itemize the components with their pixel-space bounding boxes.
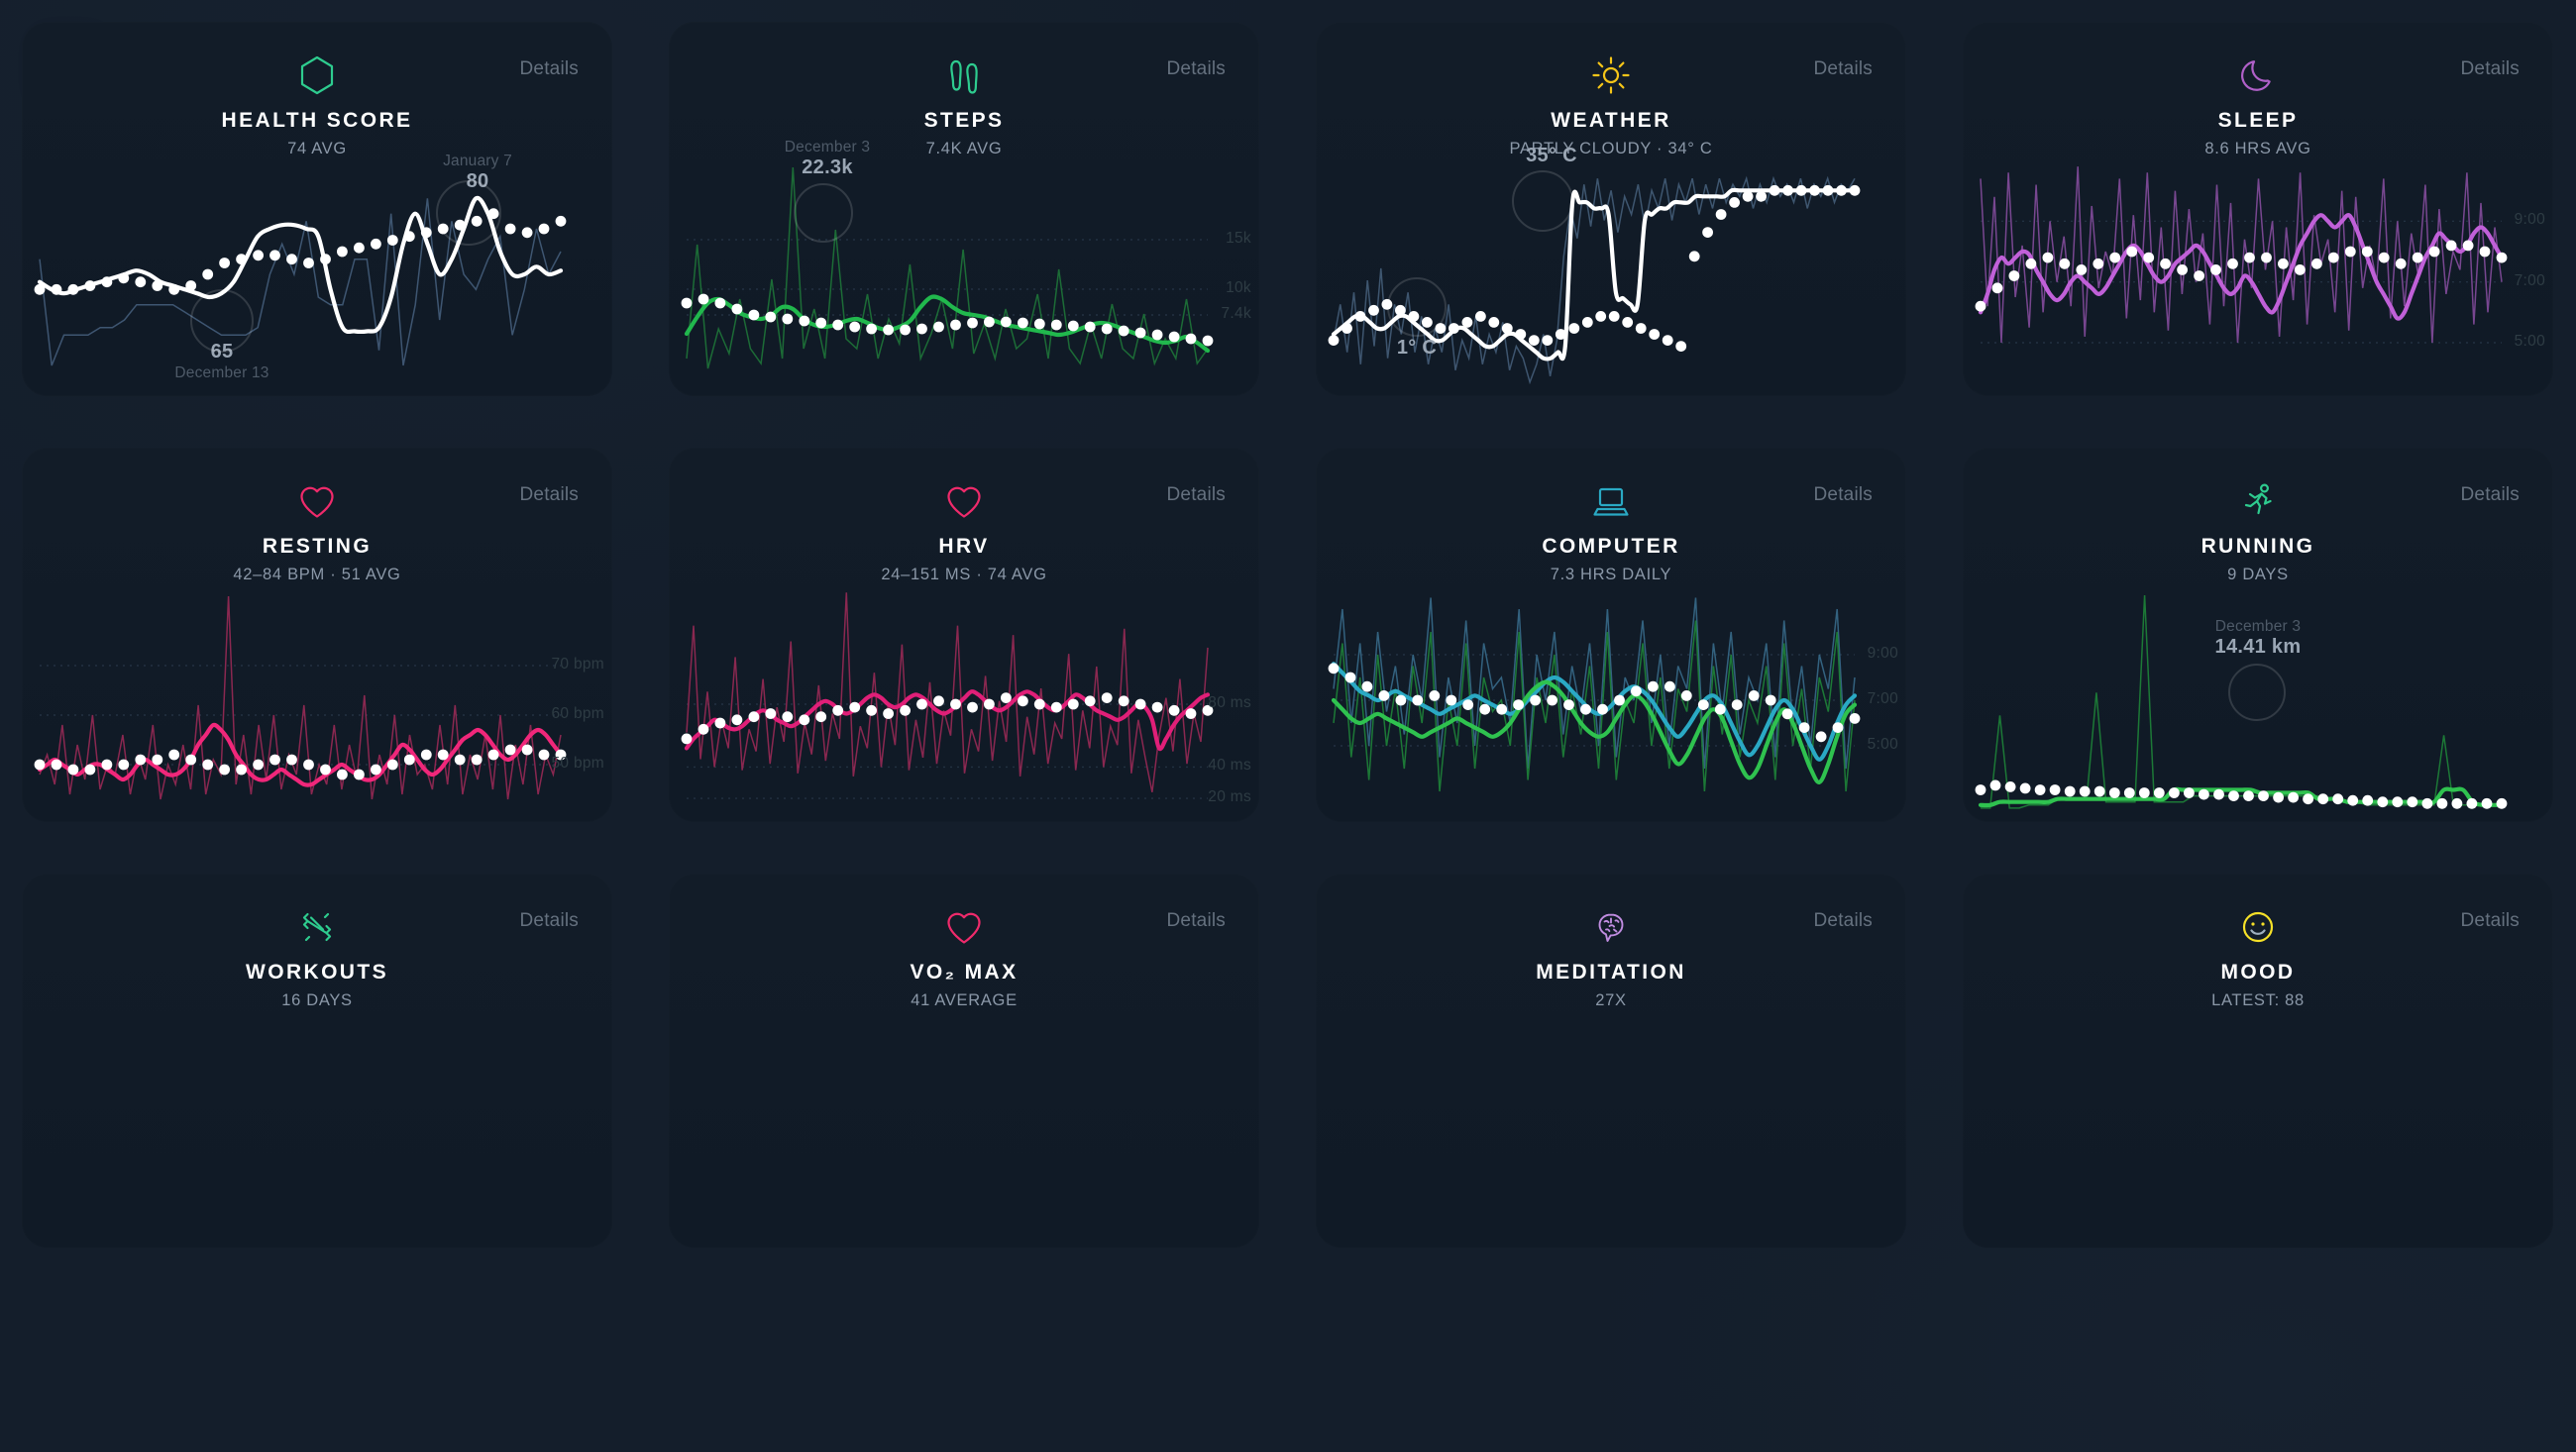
card-subtitle: 42–84 BPM · 51 AVG <box>233 566 401 583</box>
details-button-vo2-max[interactable]: Details <box>1166 910 1226 931</box>
details-button-meditation[interactable]: Details <box>1813 910 1873 931</box>
card-header-running: RUNNING 9 DAYS <box>1963 448 2553 584</box>
card-subtitle: 27X <box>1595 991 1627 1009</box>
sun-icon <box>1316 50 1906 101</box>
heart-icon <box>669 901 1259 953</box>
card-title: STEPS <box>923 109 1005 132</box>
chart-steps <box>669 22 1259 396</box>
card-subtitle: LATEST: 88 <box>2211 991 2305 1009</box>
card-title: HRV <box>938 535 990 558</box>
details-button-resting[interactable]: Details <box>519 484 579 505</box>
runner-icon <box>1963 475 2553 527</box>
metric-card-mood[interactable]: MOOD LATEST: 88 Details <box>1963 874 2553 1248</box>
metric-card-meditation[interactable]: MEDITATION 27X Details <box>1316 874 1906 1248</box>
chart-weather <box>1316 22 1906 396</box>
card-header-sleep: SLEEP 8.6 HRS AVG <box>1963 22 2553 158</box>
brain-icon <box>1316 901 1906 953</box>
card-title: VO₂ MAX <box>910 961 1019 984</box>
metric-card-computer[interactable]: 9:00 7:00 5:00 COMPUTER 7.3 HRS DAILY Deta… <box>1316 448 1906 822</box>
card-title: WEATHER <box>1551 109 1671 132</box>
card-subtitle: PARTLY CLOUDY · 34° C <box>1509 140 1713 157</box>
details-button-running[interactable]: Details <box>2460 484 2520 505</box>
card-title: SLEEP <box>2217 109 2299 132</box>
chart-resting <box>22 448 612 822</box>
card-title: MOOD <box>2220 961 2296 984</box>
dumbbell-icon <box>22 901 612 953</box>
card-subtitle: 16 DAYS <box>281 991 353 1009</box>
details-button-weather[interactable]: Details <box>1813 58 1873 79</box>
details-button-mood[interactable]: Details <box>2460 910 2520 931</box>
chart-running <box>1963 448 2553 822</box>
hexagon-icon <box>22 50 612 101</box>
chart-hrv <box>669 448 1259 822</box>
card-subtitle: 7.4K AVG <box>925 140 1003 157</box>
card-subtitle: 7.3 HRS DAILY <box>1550 566 1672 583</box>
card-header-health-score: HEALTH SCORE 74 AVG <box>22 22 612 158</box>
card-header-hrv: HRV 24–151 MS · 74 AVG <box>669 448 1259 584</box>
card-header-computer: COMPUTER 7.3 HRS DAILY <box>1316 448 1906 584</box>
metric-card-steps[interactable]: 15k 10k 7.4k STEPS 7.4K AVG Details Decemb… <box>669 22 1259 396</box>
metric-card-sleep[interactable]: 9:00 7:00 5:00 SLEEP 8.6 HRS AVG Details <box>1963 22 2553 396</box>
card-title: COMPUTER <box>1542 535 1680 558</box>
chart-health-score <box>22 22 612 396</box>
card-subtitle: 41 AVERAGE <box>911 991 1018 1009</box>
card-header-resting: RESTING 42–84 BPM · 51 AVG <box>22 448 612 584</box>
details-button-sleep[interactable]: Details <box>2460 58 2520 79</box>
card-title: RESTING <box>262 535 373 558</box>
card-subtitle: 8.6 HRS AVG <box>2204 140 2311 157</box>
footprints-icon <box>669 50 1259 101</box>
card-subtitle: 24–151 MS · 74 AVG <box>881 566 1047 583</box>
details-button-computer[interactable]: Details <box>1813 484 1873 505</box>
metric-card-resting[interactable]: 70 bpm 60 bpm 50 bpm RESTING 42–84 BPM · 5… <box>22 448 612 822</box>
card-header-weather: WEATHER PARTLY CLOUDY · 34° C <box>1316 22 1906 158</box>
card-title: RUNNING <box>2200 535 2315 558</box>
card-header-steps: STEPS 7.4K AVG <box>669 22 1259 158</box>
details-button-workouts[interactable]: Details <box>519 910 579 931</box>
card-title: MEDITATION <box>1536 961 1686 984</box>
chart-sleep <box>1963 22 2553 396</box>
card-header-vo2-max: VO₂ MAX 41 AVERAGE <box>669 874 1259 1010</box>
metric-card-hrv[interactable]: 80 ms 40 ms 20 ms HRV 24–151 MS · 74 AVG D… <box>669 448 1259 822</box>
card-title: WORKOUTS <box>245 961 389 984</box>
card-title: HEALTH SCORE <box>221 109 413 132</box>
card-header-meditation: MEDITATION 27X <box>1316 874 1906 1010</box>
card-header-mood: MOOD LATEST: 88 <box>1963 874 2553 1010</box>
card-subtitle: 9 DAYS <box>2227 566 2289 583</box>
metric-card-vo2-max[interactable]: VO₂ MAX 41 AVERAGE Details <box>669 874 1259 1248</box>
moon-icon <box>1963 50 2553 101</box>
heart-icon <box>22 475 612 527</box>
metric-card-grid: HEALTH SCORE 74 AVG Details January 7 80… <box>22 22 2554 1248</box>
card-subtitle: 74 AVG <box>287 140 347 157</box>
metric-card-workouts[interactable]: WORKOUTS 16 DAYS Details <box>22 874 612 1248</box>
metric-card-running[interactable]: RUNNING 9 DAYS Details December 3 14.41 … <box>1963 448 2553 822</box>
details-button-steps[interactable]: Details <box>1166 58 1226 79</box>
metric-card-weather[interactable]: WEATHER PARTLY CLOUDY · 34° C Details 35… <box>1316 22 1906 396</box>
card-header-workouts: WORKOUTS 16 DAYS <box>22 874 612 1010</box>
metric-card-health-score[interactable]: HEALTH SCORE 74 AVG Details January 7 80… <box>22 22 612 396</box>
smiley-icon <box>1963 901 2553 953</box>
chart-computer <box>1316 448 1906 822</box>
details-button-health-score[interactable]: Details <box>519 58 579 79</box>
laptop-icon <box>1316 475 1906 527</box>
details-button-hrv[interactable]: Details <box>1166 484 1226 505</box>
heart-icon <box>669 475 1259 527</box>
